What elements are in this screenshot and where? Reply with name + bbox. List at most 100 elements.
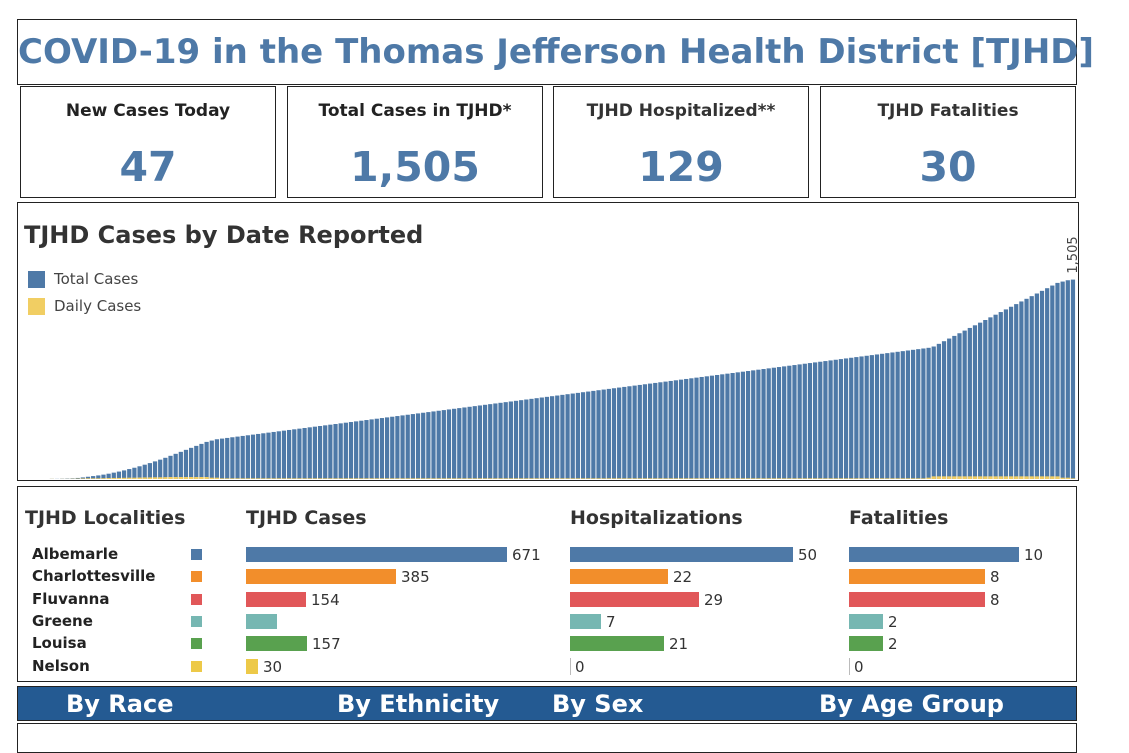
total-cases-bar[interactable] bbox=[813, 362, 817, 479]
total-cases-bar[interactable] bbox=[117, 472, 121, 479]
total-cases-bar[interactable] bbox=[380, 418, 384, 479]
total-cases-bar[interactable] bbox=[947, 339, 951, 479]
total-cases-bar[interactable] bbox=[354, 421, 358, 479]
total-cases-bar[interactable] bbox=[375, 419, 379, 479]
daily-cases-bar[interactable] bbox=[168, 477, 172, 479]
daily-cases-bar[interactable] bbox=[730, 478, 734, 479]
daily-cases-bar[interactable] bbox=[1009, 476, 1013, 479]
total-cases-bar[interactable] bbox=[705, 376, 709, 479]
deaths-bar[interactable] bbox=[849, 592, 985, 607]
daily-cases-bar[interactable] bbox=[751, 478, 755, 479]
total-cases-bar[interactable] bbox=[462, 407, 466, 479]
daily-cases-bar[interactable] bbox=[529, 478, 533, 479]
total-cases-bar[interactable] bbox=[318, 426, 322, 479]
daily-cases-bar[interactable] bbox=[380, 478, 384, 479]
daily-cases-bar[interactable] bbox=[488, 478, 492, 479]
total-cases-bar[interactable] bbox=[730, 373, 734, 479]
daily-cases-bar[interactable] bbox=[431, 478, 435, 479]
total-cases-bar[interactable] bbox=[1004, 309, 1008, 479]
deaths-bar[interactable] bbox=[849, 569, 985, 584]
total-cases-bar[interactable] bbox=[746, 371, 750, 479]
daily-cases-bar[interactable] bbox=[1071, 478, 1075, 479]
total-cases-bar[interactable] bbox=[1045, 288, 1049, 479]
total-cases-bar[interactable] bbox=[700, 377, 704, 479]
total-cases-bar[interactable] bbox=[292, 429, 296, 479]
daily-cases-bar[interactable] bbox=[947, 476, 951, 479]
daily-cases-bar[interactable] bbox=[988, 476, 992, 479]
daily-cases-bar[interactable] bbox=[622, 478, 626, 479]
daily-cases-bar[interactable] bbox=[710, 478, 714, 479]
daily-cases-bar[interactable] bbox=[81, 478, 85, 479]
total-cases-bar[interactable] bbox=[328, 425, 332, 479]
total-cases-bar[interactable] bbox=[761, 369, 765, 479]
daily-cases-bar[interactable] bbox=[700, 478, 704, 479]
total-cases-bar[interactable] bbox=[617, 388, 621, 479]
daily-cases-bar[interactable] bbox=[890, 478, 894, 479]
total-cases-bar[interactable] bbox=[282, 431, 286, 479]
daily-cases-bar[interactable] bbox=[844, 478, 848, 479]
total-cases-bar[interactable] bbox=[736, 372, 740, 479]
total-cases-bar[interactable] bbox=[772, 368, 776, 479]
daily-cases-bar[interactable] bbox=[725, 478, 729, 479]
total-cases-bar[interactable] bbox=[467, 407, 471, 479]
daily-cases-bar[interactable] bbox=[473, 478, 477, 479]
total-cases-bar[interactable] bbox=[498, 403, 502, 479]
total-cases-bar[interactable] bbox=[395, 416, 399, 479]
daily-cases-bar[interactable] bbox=[720, 478, 724, 479]
daily-cases-bar[interactable] bbox=[462, 478, 466, 479]
total-cases-bar[interactable] bbox=[194, 446, 198, 479]
total-cases-bar[interactable] bbox=[916, 349, 920, 479]
daily-cases-bar[interactable] bbox=[808, 478, 812, 479]
daily-cases-bar[interactable] bbox=[282, 478, 286, 479]
total-cases-bar[interactable] bbox=[849, 358, 853, 479]
daily-cases-bar[interactable] bbox=[653, 478, 657, 479]
daily-cases-bar[interactable] bbox=[839, 478, 843, 479]
daily-cases-bar[interactable] bbox=[633, 478, 637, 479]
total-cases-bar[interactable] bbox=[689, 378, 693, 479]
total-cases-bar[interactable] bbox=[524, 400, 528, 480]
total-cases-bar[interactable] bbox=[798, 364, 802, 479]
daily-cases-bar[interactable] bbox=[684, 478, 688, 479]
daily-cases-bar[interactable] bbox=[1045, 476, 1049, 479]
total-cases-bar[interactable] bbox=[627, 386, 631, 479]
total-cases-bar[interactable] bbox=[158, 460, 162, 479]
daily-cases-bar[interactable] bbox=[416, 478, 420, 479]
cases-bar[interactable] bbox=[246, 636, 307, 651]
total-cases-bar[interactable] bbox=[823, 361, 827, 479]
total-cases-bar[interactable] bbox=[277, 431, 281, 479]
daily-cases-bar[interactable] bbox=[199, 477, 203, 479]
total-cases-bar[interactable] bbox=[550, 396, 554, 479]
daily-cases-bar[interactable] bbox=[875, 478, 879, 479]
daily-cases-bar[interactable] bbox=[916, 478, 920, 479]
daily-cases-bar[interactable] bbox=[767, 478, 771, 479]
total-cases-bar[interactable] bbox=[880, 354, 884, 479]
daily-cases-bar[interactable] bbox=[302, 478, 306, 479]
total-cases-bar[interactable] bbox=[560, 395, 564, 479]
total-cases-bar[interactable] bbox=[153, 461, 157, 479]
daily-cases-bar[interactable] bbox=[715, 478, 719, 479]
daily-cases-bar[interactable] bbox=[1030, 476, 1034, 479]
total-cases-bar[interactable] bbox=[416, 413, 420, 479]
total-cases-bar[interactable] bbox=[782, 366, 786, 479]
daily-cases-bar[interactable] bbox=[395, 478, 399, 479]
total-cases-bar[interactable] bbox=[256, 434, 260, 479]
total-cases-bar[interactable] bbox=[767, 368, 771, 479]
total-cases-bar[interactable] bbox=[803, 364, 807, 479]
daily-cases-bar[interactable] bbox=[385, 478, 389, 479]
daily-cases-bar[interactable] bbox=[937, 476, 941, 479]
daily-cases-bar[interactable] bbox=[1019, 476, 1023, 479]
total-cases-bar[interactable] bbox=[870, 355, 874, 479]
daily-cases-bar[interactable] bbox=[565, 478, 569, 479]
daily-cases-bar[interactable] bbox=[230, 478, 234, 479]
daily-cases-bar[interactable] bbox=[535, 478, 539, 479]
daily-cases-bar[interactable] bbox=[896, 478, 900, 479]
daily-cases-bar[interactable] bbox=[798, 478, 802, 479]
daily-cases-bar[interactable] bbox=[313, 478, 317, 479]
total-cases-bar[interactable] bbox=[638, 385, 642, 479]
total-cases-bar[interactable] bbox=[710, 376, 714, 479]
total-cases-bar[interactable] bbox=[591, 391, 595, 479]
total-cases-bar[interactable] bbox=[230, 437, 234, 479]
daily-cases-bar[interactable] bbox=[957, 476, 961, 479]
daily-cases-bar[interactable] bbox=[364, 478, 368, 479]
daily-cases-bar[interactable] bbox=[400, 478, 404, 479]
